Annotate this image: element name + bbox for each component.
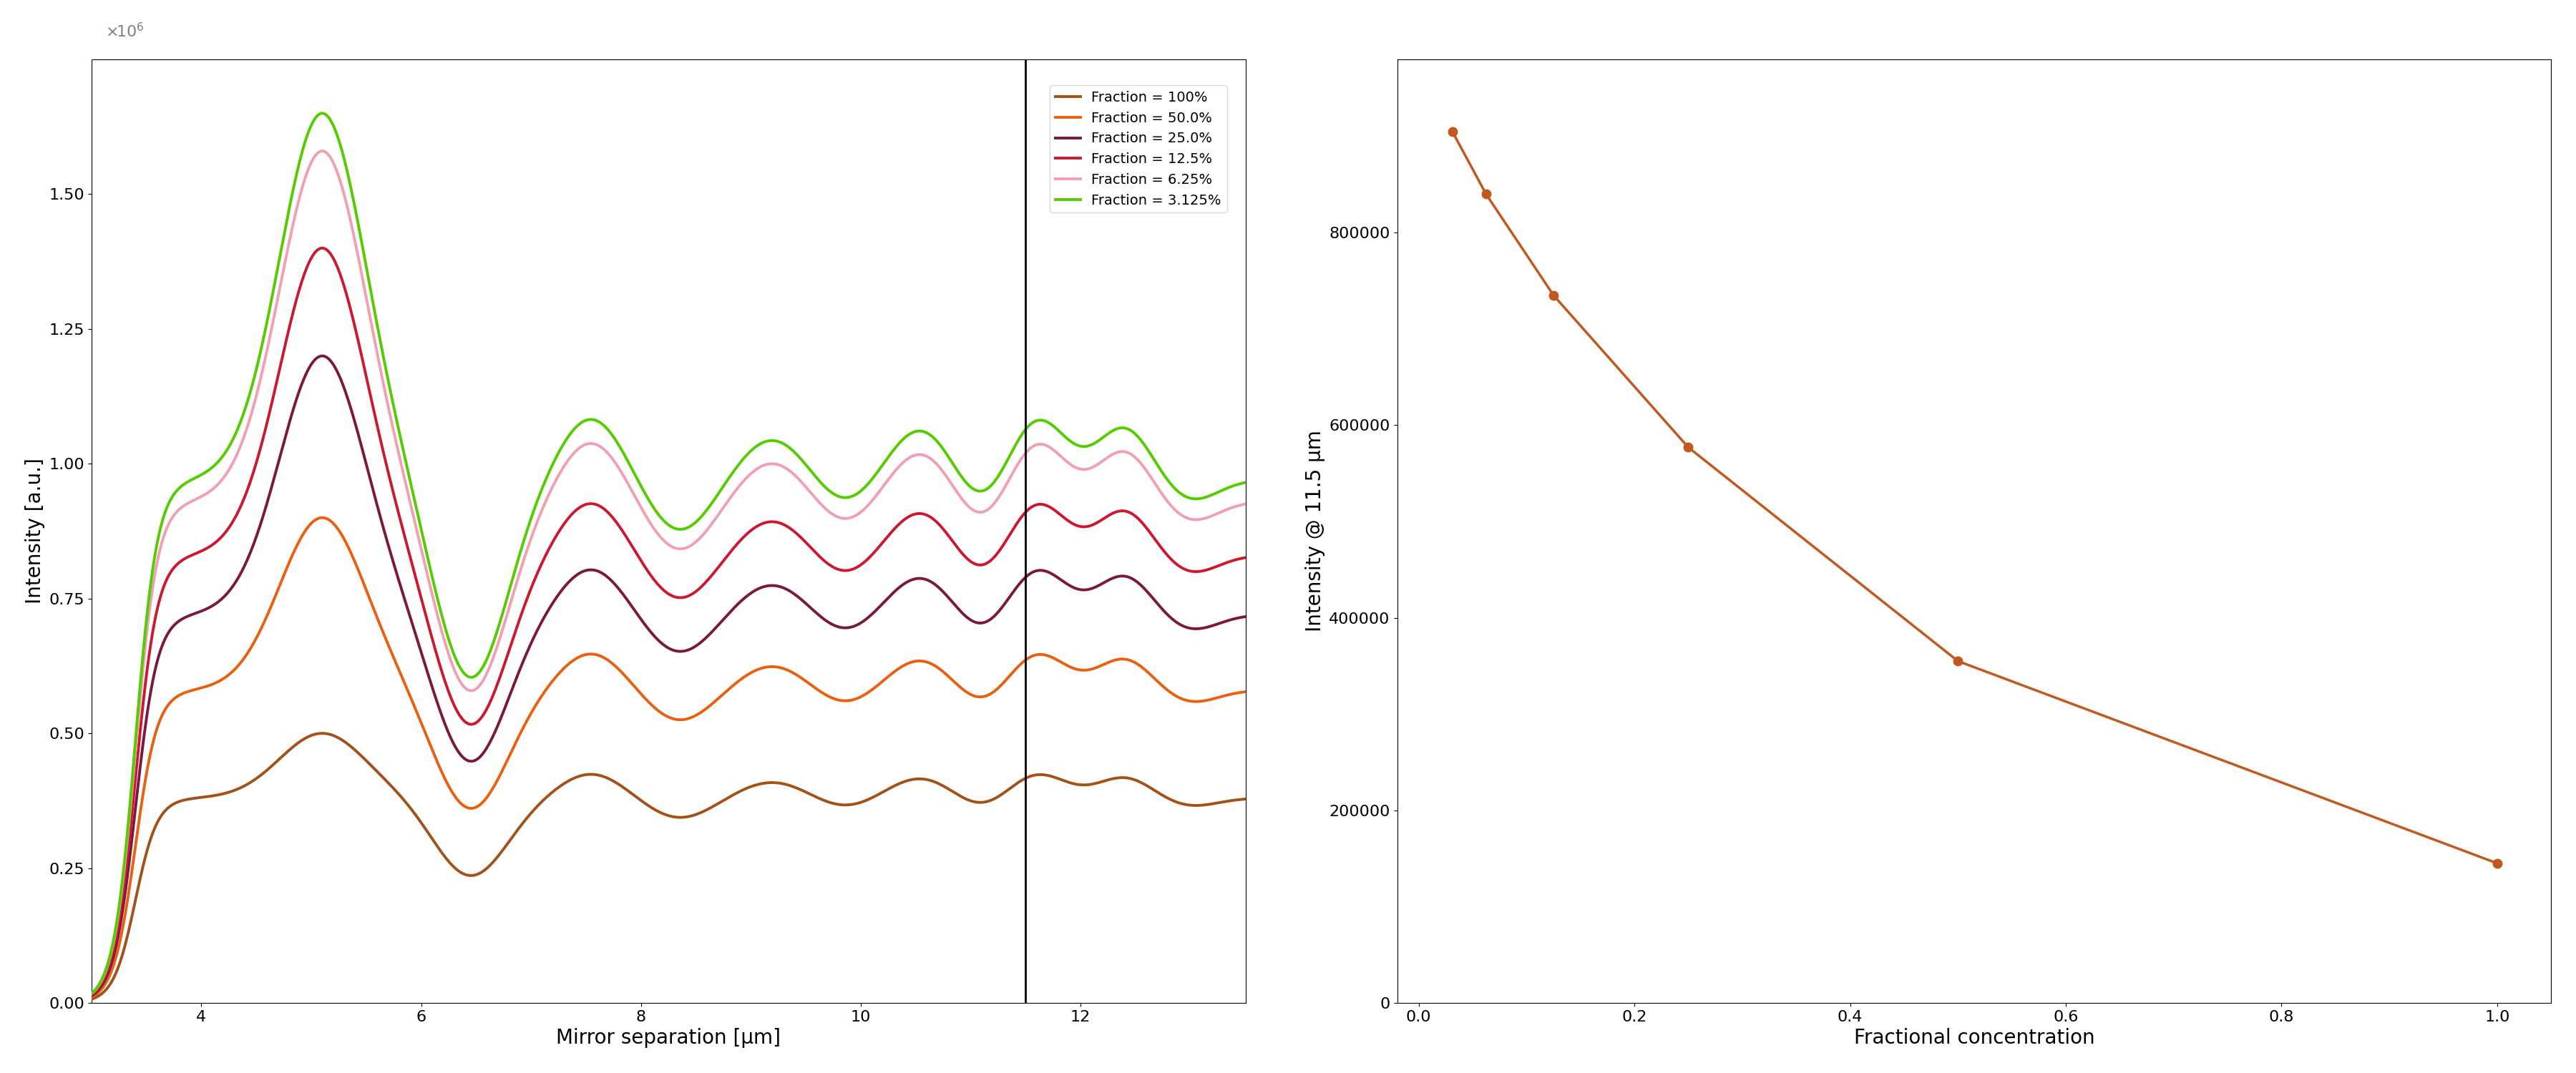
Fraction = 12.5% [75,988,106,1001]
Fraction = 100% [518,803,549,815]
Fraction = 50.0% [569,648,600,661]
Fraction = 6.25% [569,439,600,452]
Fraction = 6.25% [518,523,549,535]
Fraction = 12.5% [1208,558,1239,571]
Fraction = 25.0% [1229,611,1260,623]
Fraction = 6.25% [1229,498,1260,511]
Fraction = 50.0% [307,511,337,524]
Fraction = 50.0% [1208,690,1239,703]
Fraction = 6.25% [209,472,240,485]
Fraction = 6.25% [307,145,337,158]
Fraction = 6.25% [276,225,307,238]
Fraction = 50.0% [518,701,549,714]
Fraction = 100% [75,993,106,1005]
Fraction = 12.5% [1229,552,1260,564]
Fraction = 6.25% [1084,457,1115,470]
X-axis label: Fractional concentration: Fractional concentration [1855,1028,2094,1048]
Fraction = 3.125% [75,987,106,1000]
Fraction = 3.125% [1229,476,1260,489]
Line: Fraction = 3.125%: Fraction = 3.125% [90,114,1244,994]
Fraction = 25.0% [518,630,549,643]
Fraction = 12.5% [1084,515,1115,528]
Line: Fraction = 100%: Fraction = 100% [90,733,1244,999]
Fraction = 3.125% [1084,435,1115,447]
Line: Fraction = 6.25%: Fraction = 6.25% [90,151,1244,994]
Fraction = 12.5% [518,574,549,587]
Fraction = 12.5% [569,499,600,512]
Y-axis label: Intensity @ 11.5 μm: Intensity @ 11.5 μm [1306,430,1324,632]
Fraction = 12.5% [209,529,240,542]
Fraction = 50.0% [1084,660,1115,673]
Fraction = 50.0% [209,673,240,686]
Fraction = 25.0% [276,409,307,422]
Fraction = 25.0% [1208,616,1239,629]
Line: Fraction = 25.0%: Fraction = 25.0% [90,356,1244,996]
Fraction = 100% [307,726,337,739]
Fraction = 25.0% [307,350,337,363]
Fraction = 100% [1084,776,1115,789]
Fraction = 100% [276,741,307,754]
Fraction = 25.0% [1084,579,1115,592]
Line: Fraction = 12.5%: Fraction = 12.5% [90,248,1244,995]
Fraction = 3.125% [518,502,549,515]
Fraction = 6.25% [1208,504,1239,517]
Fraction = 50.0% [75,990,106,1003]
Fraction = 3.125% [209,450,240,462]
Legend: Fraction = 100%, Fraction = 50.0%, Fraction = 25.0%, Fraction = 12.5%, Fraction : Fraction = 100%, Fraction = 50.0%, Fract… [1051,85,1226,212]
Fraction = 6.25% [75,987,106,1000]
Fraction = 3.125% [1208,484,1239,497]
Fraction = 50.0% [276,550,307,563]
Text: $\times\!10^6$: $\times\!10^6$ [106,23,144,41]
X-axis label: Mirror separation [μm]: Mirror separation [μm] [556,1028,781,1048]
Fraction = 3.125% [569,414,600,427]
Fraction = 100% [569,768,600,781]
Fraction = 100% [1229,793,1260,806]
Fraction = 12.5% [276,312,307,325]
Fraction = 50.0% [1229,686,1260,699]
Fraction = 3.125% [276,191,307,204]
Fraction = 12.5% [307,241,337,254]
Fraction = 100% [209,788,240,800]
Fraction = 25.0% [75,989,106,1002]
Fraction = 25.0% [569,564,600,577]
Y-axis label: Intensity [a.u.]: Intensity [a.u.] [26,458,44,604]
Line: Fraction = 50.0%: Fraction = 50.0% [90,517,1244,997]
Fraction = 25.0% [209,591,240,604]
Fraction = 100% [1208,795,1239,808]
Fraction = 3.125% [307,107,337,120]
